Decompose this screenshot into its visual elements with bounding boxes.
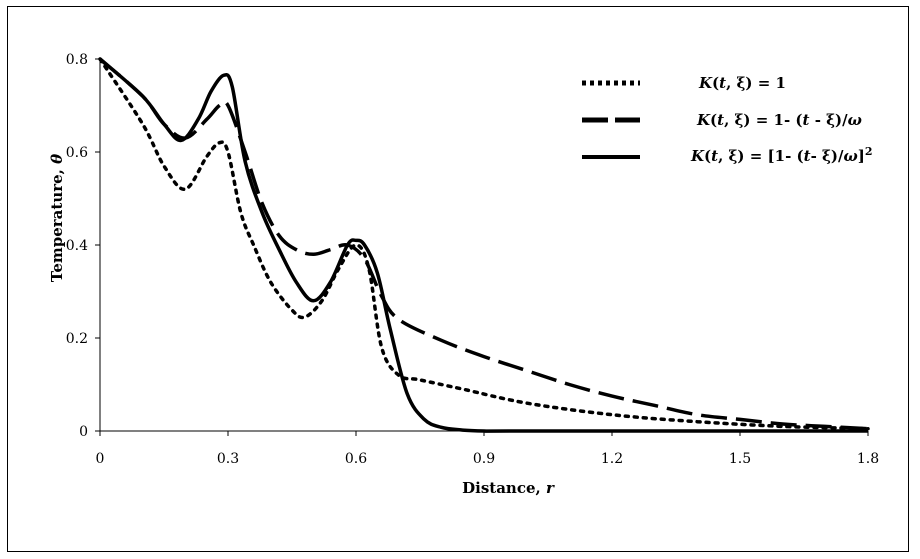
legend: K(t, ξ) = 1 K(t, ξ) = 1- (t - ξ)/ω K(t, … <box>582 74 873 165</box>
x-tick-label: 0 <box>96 451 105 467</box>
x-tick-label: 1.8 <box>857 451 879 467</box>
legend-label-2: K(t, ξ) = 1- (t - ξ)/ω <box>696 111 862 129</box>
ticks: 0 0.3 0.6 0.9 1.2 1.5 1.8 0 0.2 0.4 0.6 0.8 <box>66 52 879 467</box>
series-line-solid <box>98 57 868 433</box>
x-tick-label: 1.2 <box>601 451 623 467</box>
legend-label-3: K(t, ξ) = [1- (t- ξ)/ω]2 <box>690 145 873 166</box>
y-tick-label: 0.8 <box>66 52 88 68</box>
y-axis-label: Temperature, θ <box>48 154 66 282</box>
x-axis-label: Distance, r <box>462 479 555 497</box>
y-tick-label: 0 <box>79 424 88 440</box>
series-line-dashed <box>98 57 869 431</box>
y-tick-label: 0.4 <box>66 238 88 254</box>
legend-label-1: K(t, ξ) = 1 <box>698 74 786 92</box>
x-tick-label: 0.3 <box>217 451 239 467</box>
x-tick-label: 0.9 <box>473 451 495 467</box>
y-tick-label: 0.2 <box>66 331 88 347</box>
x-tick-label: 1.5 <box>729 451 751 467</box>
chart-frame <box>7 6 909 552</box>
series-group <box>98 57 870 433</box>
x-tick-label: 0.6 <box>345 451 367 467</box>
y-tick-label: 0.6 <box>66 145 88 161</box>
